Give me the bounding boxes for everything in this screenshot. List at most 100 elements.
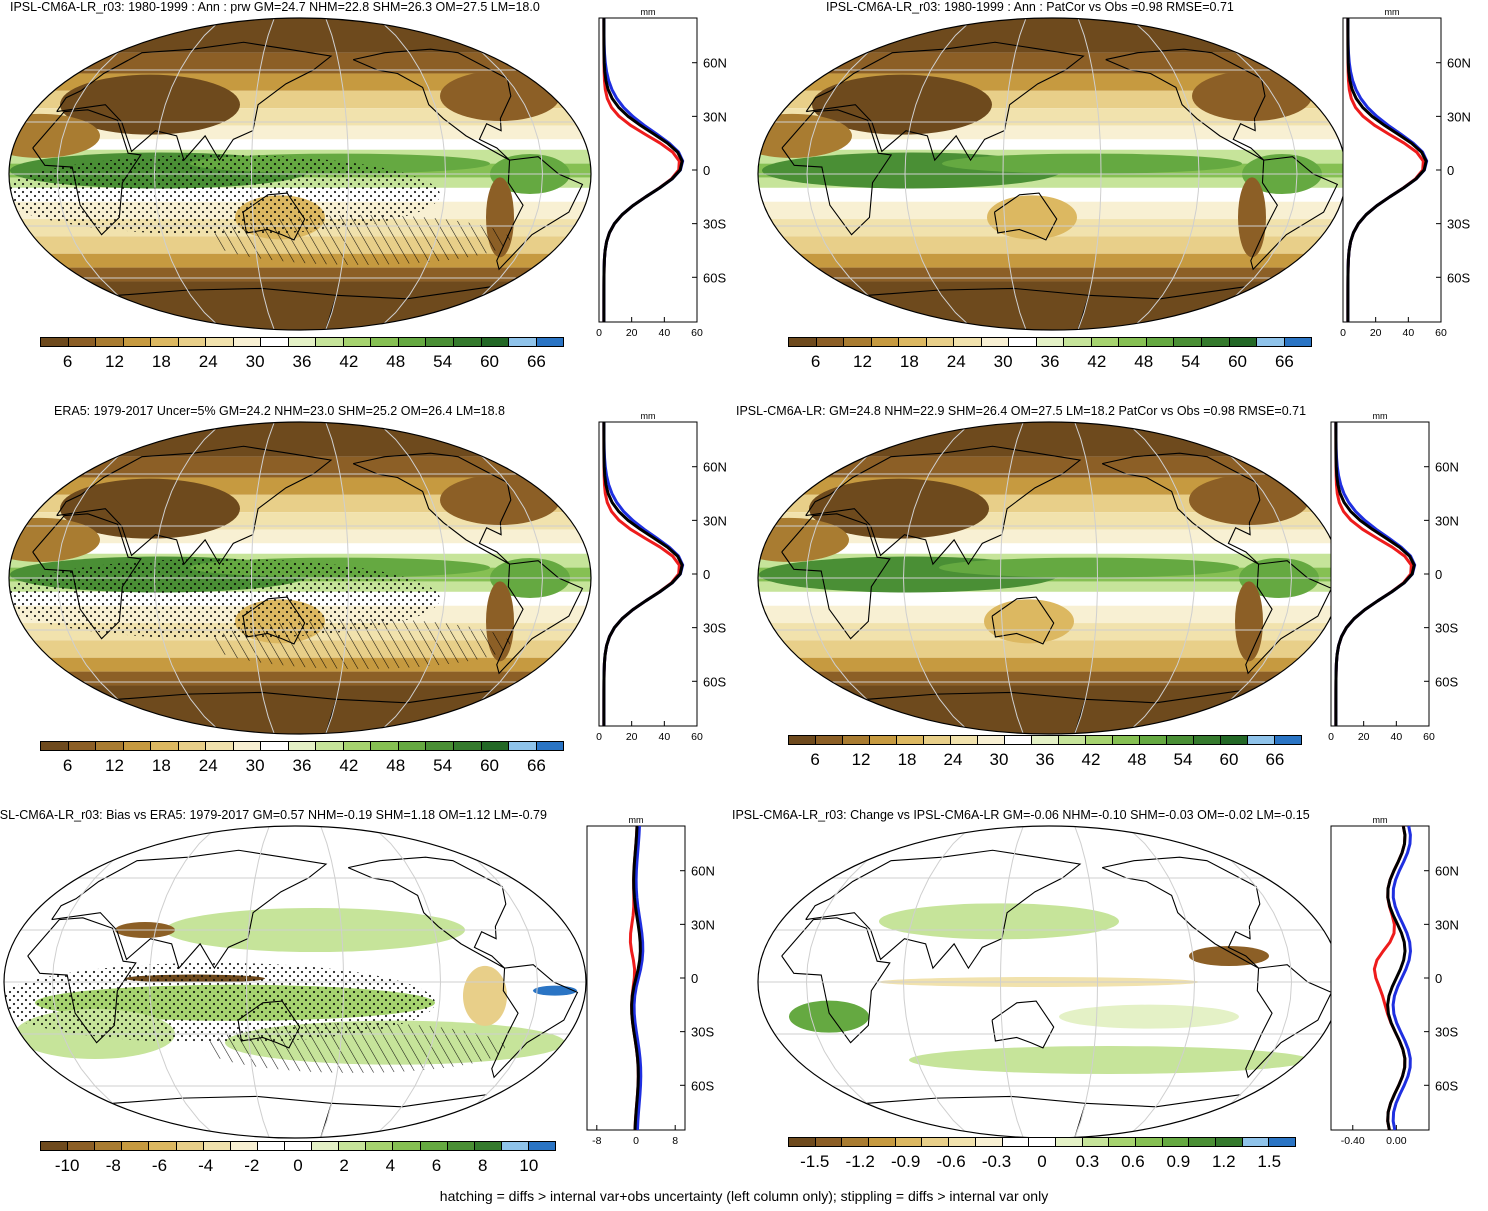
zonal-lat-label: 0 — [1447, 163, 1454, 178]
zonal-lat-label: 60S — [703, 270, 726, 285]
zonal-unit-label: mm — [641, 411, 656, 421]
coastline — [781, 917, 891, 1044]
climate-band — [9, 685, 591, 734]
wet-change — [789, 1000, 869, 1033]
zonal-lat-label: 30N — [703, 513, 727, 528]
colorbar-swatch — [1032, 736, 1059, 744]
panel-model-pattern: IPSL-CM6A-LR_r03: 1980-1999 : Ann : PatC… — [744, 0, 1488, 400]
zonal-lat-label: 60S — [1435, 1078, 1458, 1093]
panel-obs-mean: ERA5: 1979-2017 Uncer=5% GM=24.2 NHM=23.… — [0, 404, 744, 804]
coastline — [491, 964, 579, 1079]
colorbar-model-mean — [40, 337, 564, 347]
colorbar-tick-label: 36 — [292, 756, 312, 775]
colorbar-tick-label: -0.9 — [890, 1152, 921, 1171]
zonal-x-label: 40 — [1402, 327, 1414, 339]
zonal-lat-label: 0 — [1435, 567, 1442, 582]
meridian-line — [245, 826, 270, 1138]
colorbar-swatch — [1119, 338, 1147, 346]
wet-change — [1059, 1004, 1239, 1029]
colorbar-labels-bias: -10 -8 -6 -4 -2 0 2 4 6 8 10 — [40, 1156, 556, 1176]
graticule — [758, 826, 1340, 1138]
meridian-line — [1181, 18, 1298, 330]
coastline — [56, 41, 333, 162]
hatching — [210, 618, 510, 669]
colorbar-swatch — [339, 1142, 367, 1150]
colorbar-swatch — [1002, 1138, 1030, 1146]
map-obs-mean — [8, 421, 592, 735]
zonal-x-label: 0.00 — [1386, 1135, 1407, 1147]
panel-reference-mean: IPSL-CM6A-LR: GM=24.8 NHM=22.9 SHM=26.4 … — [736, 404, 1488, 804]
colorbar-tick-label: 6 — [431, 1156, 442, 1175]
zonal-lat-label: 60N — [703, 56, 727, 71]
colorbar-swatch — [1059, 736, 1086, 744]
colorbar-tick-label: 48 — [386, 756, 406, 775]
colorbar-swatch — [1257, 338, 1285, 346]
colorbar-swatch — [371, 742, 399, 750]
colorbar-swatch — [426, 338, 454, 346]
meridian-line — [51, 826, 167, 1138]
colorbar-swatch — [203, 1142, 231, 1150]
colorbar-swatch — [1242, 1138, 1270, 1146]
colorbar-obs-mean — [40, 741, 564, 751]
zonal-frame — [598, 421, 698, 727]
colorbar-swatch — [398, 338, 427, 346]
colorbar-tick-label: 6 — [62, 756, 73, 775]
coastline — [1250, 156, 1339, 271]
colorbar-tick-label: 54 — [1181, 352, 1201, 371]
colorbar-swatch — [1248, 736, 1275, 744]
colorbar-swatch — [233, 742, 262, 750]
colorbar-tick-label: 54 — [433, 756, 453, 775]
colorbar-swatch — [178, 742, 207, 750]
climate-band — [758, 657, 1340, 672]
coastline — [27, 917, 137, 1044]
panel-title: IPSL-CM6A-LR_r03: Change vs IPSL-CM6A-LR… — [732, 808, 1310, 822]
coastline — [242, 192, 306, 241]
zonal-x-label: 0 — [596, 731, 602, 743]
dry-region — [1235, 581, 1263, 662]
climate-band — [758, 236, 1346, 254]
colorbar-tick-label: 0.3 — [1075, 1152, 1100, 1171]
meridian-line — [250, 18, 275, 330]
colorbar-swatch — [206, 338, 234, 346]
colorbar-tick-label: 6 — [810, 352, 821, 371]
colorbar-tick-label: 10 — [519, 1156, 539, 1175]
colorbar-swatch — [949, 1138, 976, 1146]
zonal-lat-label: 30N — [691, 917, 715, 932]
colorbar-swatch — [41, 1142, 69, 1150]
zonal-x-label: -0.40 — [1341, 1135, 1365, 1147]
meridian-line — [806, 18, 923, 330]
colorbar-swatch — [978, 736, 1005, 744]
meridian-line — [153, 422, 224, 734]
wet-region — [942, 153, 1242, 174]
zonal-x-label: -8 — [592, 1135, 601, 1147]
colorbar-swatch — [284, 1142, 313, 1150]
zonal-lat-label: 30N — [1447, 109, 1471, 124]
zonal-lat-label: 0 — [703, 163, 710, 178]
colorbar-tick-label: 30 — [989, 750, 1009, 769]
colorbar-swatch — [536, 338, 564, 346]
dry-change — [1189, 946, 1269, 966]
colorbar-tick-label: -2 — [244, 1156, 260, 1175]
colorbar-swatch — [151, 338, 179, 346]
dry-region — [440, 475, 560, 525]
climate-band — [758, 281, 1346, 330]
coastline — [56, 445, 333, 566]
colorbar-tick-label: -1.2 — [845, 1152, 875, 1171]
colorbar-swatch — [1005, 736, 1032, 744]
climate-band — [9, 456, 591, 478]
colorbar-tick-label: 48 — [1134, 352, 1154, 371]
colorbar-swatch — [257, 1142, 285, 1150]
colorbar-swatch — [316, 742, 344, 750]
map-border — [8, 17, 592, 331]
zonal-line-model — [1346, 17, 1428, 323]
zonal-mean-model-pattern: mm 60N 30N 0 30S 60S 0 20 40 60 — [1340, 7, 1471, 339]
colorbar-swatch — [288, 338, 317, 346]
colorbar-model-pattern — [788, 337, 1312, 347]
zonal-mean-obs-mean: mm 60N 30N 0 30S 60S 0 20 40 60 — [596, 411, 727, 743]
zonal-lat-label: 60N — [691, 864, 715, 879]
meridian-line — [56, 422, 172, 734]
colorbar-tick-label: 8 — [477, 1156, 488, 1175]
stippling — [4, 962, 435, 1043]
colorbar-swatch — [453, 338, 482, 346]
zonal-x-label: 20 — [626, 327, 638, 339]
